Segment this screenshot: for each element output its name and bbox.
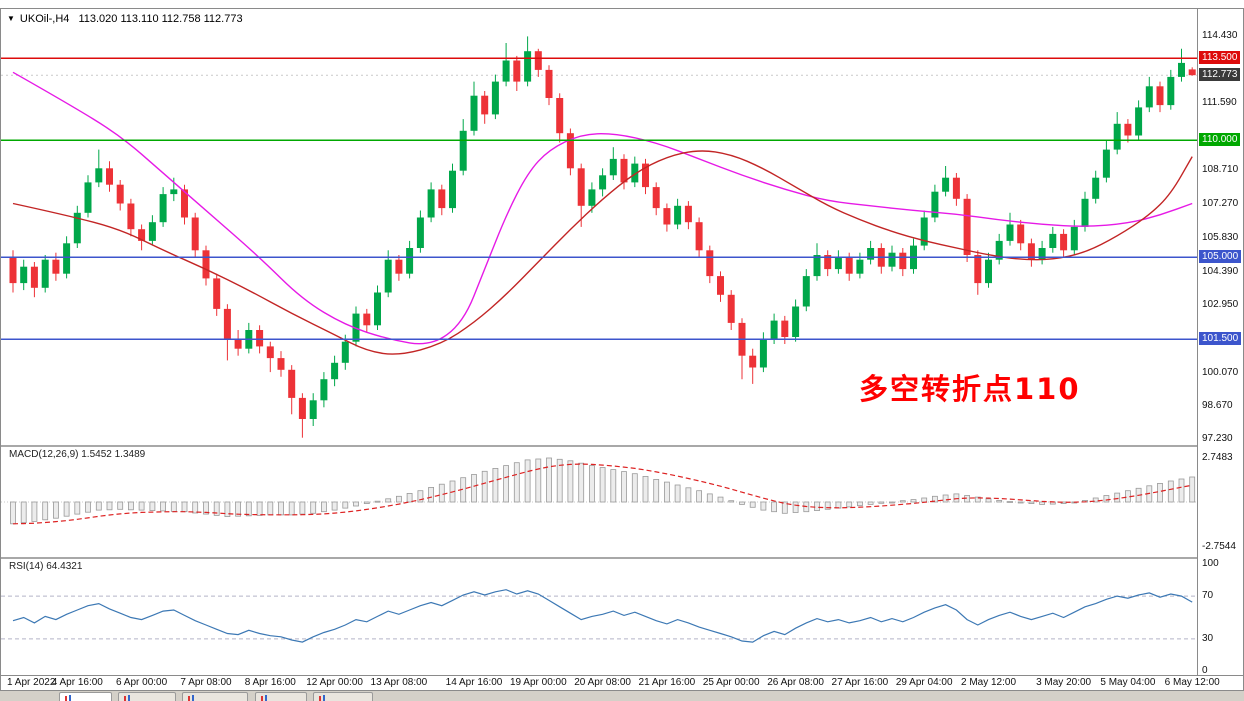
- price-tick-label: 104.390: [1202, 265, 1239, 277]
- chart-tab[interactable]: [182, 692, 249, 701]
- time-axis-label: 14 Apr 16:00: [445, 677, 503, 688]
- macd-signal-line: [12, 463, 1193, 525]
- chart-tab[interactable]: UKOil-,H4: [59, 692, 112, 701]
- time-axis-label: 6 Apr 00:00: [116, 677, 168, 688]
- time-axis-label: 20 Apr 08:00: [574, 677, 631, 688]
- candlestick-series: [9, 36, 1196, 438]
- price-badge: 113.500: [1199, 51, 1241, 65]
- time-axis-label: 6 May 12:00: [1164, 677, 1220, 688]
- time-axis-label: 13 Apr 08:00: [370, 677, 428, 688]
- price-tick-label: -2.7544: [1202, 540, 1236, 552]
- price-tick-label: 108.710: [1202, 164, 1239, 176]
- ohlc-header: ▼ UKOil-,H4 113.020 113.110 112.758 112.77…: [7, 13, 243, 25]
- chart-tab-icon: [123, 695, 130, 701]
- time-axis-label: 26 Apr 08:00: [767, 677, 824, 688]
- symbol-title: UKOil-,H4: [19, 13, 70, 25]
- time-axis-label: 3 May 20:00: [1036, 677, 1092, 688]
- price-tick-label: 2.7483: [1202, 451, 1233, 463]
- price-tick-label: 114.430: [1202, 30, 1238, 42]
- price-tick-label: 100.070: [1202, 366, 1239, 378]
- rsi-panel[interactable]: RSI(14) 64.4321: [1, 559, 1197, 675]
- ma-fast-red: [12, 150, 1193, 355]
- chart-tab-icon: [188, 695, 195, 701]
- time-axis-label: 21 Apr 16:00: [638, 677, 696, 688]
- ohlc-values: 113.020 113.110 112.758 112.773: [78, 13, 243, 25]
- time-axis-label: 12 Apr 00:00: [306, 677, 363, 688]
- time-axis-label: 27 Apr 16:00: [831, 677, 889, 688]
- macd-histogram: [10, 457, 1196, 525]
- price-tick-label: 102.950: [1202, 299, 1239, 311]
- price-tick-label: 70: [1202, 590, 1214, 602]
- time-axis-label: 1 Apr 2022: [7, 677, 56, 688]
- time-axis[interactable]: 1 Apr 2022 4 Apr 16:00 6 Apr 00:00 7 Apr 08…: [1, 675, 1243, 690]
- collapse-quotes-icon[interactable]: ▼: [7, 14, 15, 23]
- time-axis-label: 5 May 04:00: [1100, 677, 1156, 688]
- candlestick-chart[interactable]: [1, 9, 1197, 445]
- time-axis-label: 19 Apr 00:00: [509, 677, 567, 688]
- ma-slow-magenta: [12, 71, 1193, 345]
- price-axis[interactable]: 114.430 111.590 108.710 107.270 105.830 104.3…: [1198, 9, 1243, 676]
- chart-tab-icon: [65, 695, 71, 701]
- chart-tab[interactable]: [254, 692, 307, 701]
- chart-area: ▼ UKOil-,H4 113.020 113.110 112.758 112.77…: [0, 8, 1244, 690]
- price-tick-label: 98.670: [1202, 399, 1233, 411]
- price-tick-label: 105.830: [1202, 231, 1239, 243]
- chart-tab[interactable]: [117, 692, 176, 701]
- price-badge: 105.000: [1199, 250, 1242, 264]
- price-badge: 112.773: [1199, 68, 1241, 82]
- main-chart-panel[interactable]: ▼ UKOil-,H4 113.020 113.110 112.758 112.77…: [1, 9, 1197, 445]
- panel-separator[interactable]: [1, 557, 1243, 559]
- macd-chart[interactable]: [1, 447, 1197, 557]
- rsi-label: RSI(14) 64.4321: [9, 561, 83, 572]
- chart-tab-icon: [260, 695, 267, 701]
- price-tick-label: 100: [1202, 558, 1219, 569]
- time-axis-label: 4 Apr 16:00: [51, 677, 103, 688]
- chart-tab-strip: UKOil-,H4: [0, 690, 1244, 701]
- price-tick-label: 111.590: [1202, 96, 1237, 108]
- time-axis-label: 25 Apr 00:00: [702, 677, 760, 688]
- price-axis-divider: [1197, 9, 1198, 675]
- panel-separator[interactable]: [1, 445, 1243, 447]
- time-axis-label: 29 Apr 04:00: [895, 677, 953, 688]
- price-badge: 110.000: [1199, 133, 1241, 147]
- chart-tab-icon: [319, 695, 326, 701]
- time-axis-label: 7 Apr 08:00: [180, 677, 232, 688]
- rsi-line: [12, 589, 1193, 643]
- price-tick-label: 0: [1202, 665, 1208, 676]
- macd-label: MACD(12,26,9) 1.5452 1.3489: [9, 449, 146, 460]
- macd-panel[interactable]: MACD(12,26,9) 1.5452 1.3489: [1, 447, 1197, 557]
- price-tick-label: 107.270: [1202, 198, 1239, 210]
- price-badge: 101.500: [1199, 332, 1242, 346]
- time-axis-label: 2 May 12:00: [960, 677, 1017, 688]
- chart-tab[interactable]: [313, 692, 374, 701]
- chart-text-annotation[interactable]: 多空转折点110: [859, 372, 1081, 406]
- rsi-chart[interactable]: [1, 559, 1197, 675]
- price-tick-label: 97.230: [1202, 433, 1233, 445]
- time-axis-label: 8 Apr 16:00: [244, 677, 296, 688]
- price-tick-label: 30: [1202, 632, 1214, 644]
